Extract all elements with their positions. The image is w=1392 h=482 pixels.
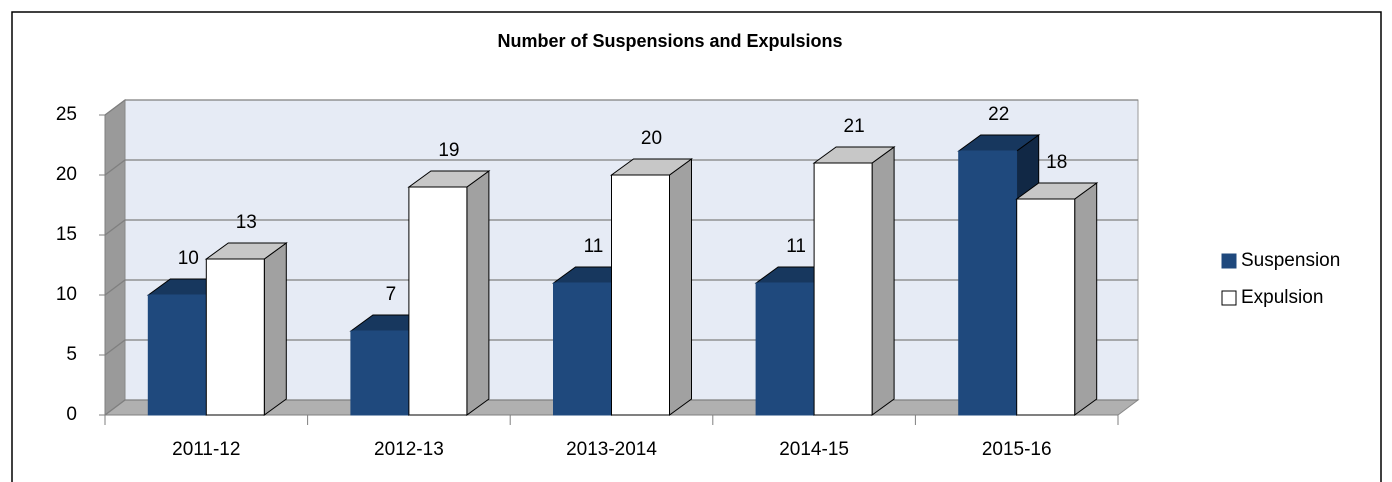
data-label: 11 bbox=[786, 236, 806, 257]
bar bbox=[611, 174, 670, 416]
data-label: 22 bbox=[988, 104, 1009, 125]
data-label: 21 bbox=[844, 116, 865, 137]
data-label: 7 bbox=[386, 284, 397, 305]
x-tick-label: 2013-2014 bbox=[566, 439, 657, 460]
data-label: 19 bbox=[438, 140, 459, 161]
y-tick-label: 10 bbox=[56, 284, 77, 305]
y-tick-label: 0 bbox=[66, 404, 77, 425]
bar bbox=[755, 282, 815, 416]
bar bbox=[205, 258, 265, 416]
bar-side bbox=[1074, 182, 1098, 416]
x-tick-label: 2014-15 bbox=[779, 439, 849, 460]
data-label: 13 bbox=[236, 212, 257, 233]
legend-swatch bbox=[1221, 253, 1237, 269]
bar bbox=[408, 186, 468, 416]
data-label: 10 bbox=[178, 248, 199, 269]
legend-swatch bbox=[1221, 290, 1237, 306]
bar-side bbox=[466, 170, 490, 416]
legend-label: Suspension bbox=[1241, 250, 1340, 271]
grid-line bbox=[104, 219, 1138, 236]
bar bbox=[813, 162, 873, 416]
bar bbox=[553, 282, 612, 416]
data-label: 11 bbox=[584, 236, 604, 257]
data-label: 18 bbox=[1046, 152, 1067, 173]
y-tick-label: 5 bbox=[66, 344, 77, 365]
bar bbox=[1016, 198, 1076, 416]
y-tick-label: 20 bbox=[56, 164, 77, 185]
side-wall bbox=[104, 99, 126, 416]
bar-side bbox=[871, 146, 895, 416]
grid-line bbox=[104, 99, 1138, 116]
bar bbox=[958, 150, 1018, 416]
x-tick-label: 2012-13 bbox=[374, 439, 444, 460]
x-tick-label: 2015-16 bbox=[982, 439, 1052, 460]
y-tick-label: 25 bbox=[56, 104, 77, 125]
bar-side bbox=[263, 242, 287, 416]
chart-title: Number of Suspensions and Expulsions bbox=[497, 31, 842, 51]
bar bbox=[147, 294, 207, 416]
grid-line bbox=[104, 159, 1138, 176]
y-tick-label: 15 bbox=[56, 224, 77, 245]
bar bbox=[350, 330, 410, 416]
data-label: 20 bbox=[641, 128, 662, 149]
bar-side bbox=[669, 158, 692, 416]
legend-label: Expulsion bbox=[1241, 287, 1323, 308]
x-tick-label: 2011-12 bbox=[172, 439, 240, 460]
